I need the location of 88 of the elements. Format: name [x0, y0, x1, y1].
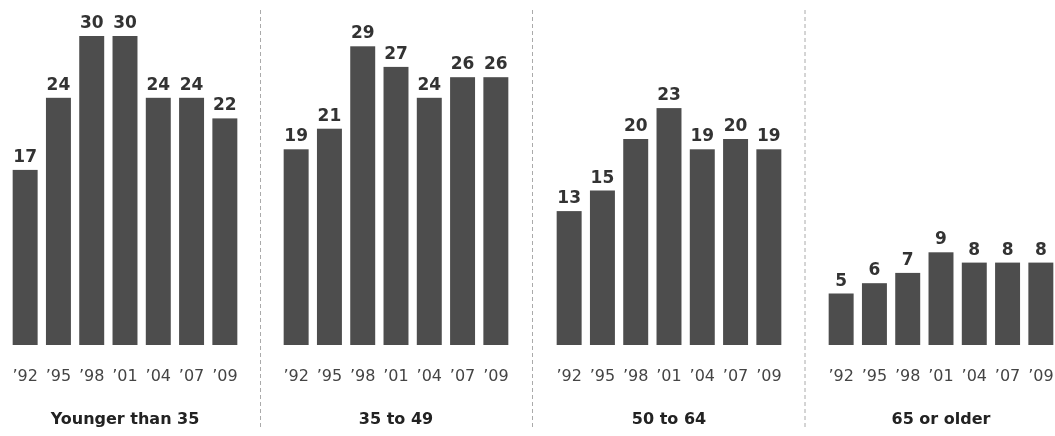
data-label: 26	[450, 53, 475, 74]
data-label: 8	[1034, 238, 1047, 259]
bar	[316, 128, 342, 345]
bar	[756, 149, 782, 345]
bar	[383, 66, 409, 345]
x-tick-label: ’01	[656, 366, 682, 385]
data-label: 24	[46, 73, 71, 94]
x-axis-title: 65 or older	[891, 409, 991, 428]
data-label: 30	[113, 12, 137, 32]
data-label: 15	[590, 166, 615, 187]
data-label: 29	[350, 22, 375, 43]
bar	[689, 149, 715, 345]
bar	[723, 139, 749, 345]
data-label: 26	[484, 53, 508, 74]
bar	[589, 190, 615, 345]
data-label: 5	[835, 269, 848, 290]
data-label: 8	[968, 238, 981, 259]
x-tick-label: ’04	[145, 366, 172, 385]
bar	[995, 262, 1021, 345]
x-tick-label: ’07	[994, 366, 1021, 385]
x-tick-label: ’98	[894, 366, 921, 385]
bar	[556, 211, 582, 345]
data-label: 9	[935, 228, 947, 249]
x-tick-label: ’92	[12, 366, 38, 385]
data-label: 24	[417, 73, 442, 94]
x-tick-label: ’04	[961, 366, 988, 385]
data-label: 19	[284, 125, 308, 146]
data-label: 6	[868, 259, 881, 280]
data-label: 24	[179, 73, 204, 94]
bar	[623, 139, 649, 345]
bar	[212, 118, 238, 345]
data-label: 20	[623, 115, 648, 135]
x-axis-title: 50 to 64	[631, 409, 707, 428]
bar	[895, 272, 921, 345]
x-tick-label: ’01	[112, 366, 138, 385]
bar	[828, 293, 854, 345]
bar	[145, 97, 171, 345]
data-label: 22	[213, 94, 237, 115]
x-tick-label: ’92	[828, 366, 854, 385]
x-tick-label: ’07	[722, 366, 749, 385]
x-tick-label: ’98	[622, 366, 649, 385]
x-tick-label: ’95	[316, 366, 343, 385]
x-tick-label: ’09	[212, 366, 238, 385]
x-tick-label: ’04	[416, 366, 443, 385]
x-tick-label: ’98	[349, 366, 376, 385]
data-label: 23	[657, 84, 681, 105]
bar	[350, 46, 376, 345]
bar	[179, 97, 205, 345]
bar	[12, 169, 38, 345]
x-tick-label: ’09	[1028, 366, 1054, 385]
data-label: 30	[79, 12, 104, 32]
data-label: 27	[384, 42, 408, 63]
data-label: 19	[757, 125, 781, 146]
data-label: 7	[901, 248, 914, 269]
bar	[961, 262, 987, 345]
x-axis-title: Younger than 35	[49, 409, 200, 428]
x-tick-label: ’09	[483, 366, 509, 385]
bar	[450, 77, 476, 345]
x-tick-label: ’98	[78, 366, 105, 385]
bar	[112, 36, 138, 345]
data-label: 20	[723, 115, 748, 135]
data-label: 17	[13, 145, 37, 166]
bar	[416, 97, 442, 345]
data-label: 8	[1001, 238, 1014, 259]
data-label: 19	[690, 125, 715, 146]
x-tick-label: ’95	[589, 366, 616, 385]
x-axis-title: 35 to 49	[358, 409, 434, 428]
bar	[79, 36, 105, 345]
x-tick-label: ’07	[178, 366, 205, 385]
x-tick-label: ’95	[861, 366, 888, 385]
x-tick-label: ’07	[449, 366, 476, 385]
x-tick-label: ’92	[283, 366, 309, 385]
bar	[861, 283, 887, 345]
x-tick-label: ’95	[45, 366, 72, 385]
data-label: 13	[557, 187, 581, 208]
bar	[283, 149, 309, 345]
x-tick-label: ’01	[928, 366, 954, 385]
bar	[1028, 262, 1054, 345]
data-label: 24	[146, 73, 171, 94]
x-tick-label: ’01	[383, 366, 409, 385]
bar	[45, 97, 71, 345]
x-tick-label: ’04	[689, 366, 716, 385]
x-tick-label: ’09	[756, 366, 782, 385]
x-tick-label: ’92	[556, 366, 582, 385]
bar	[483, 77, 509, 345]
data-label: 21	[317, 104, 342, 125]
bar	[656, 108, 682, 345]
bar	[928, 252, 954, 345]
